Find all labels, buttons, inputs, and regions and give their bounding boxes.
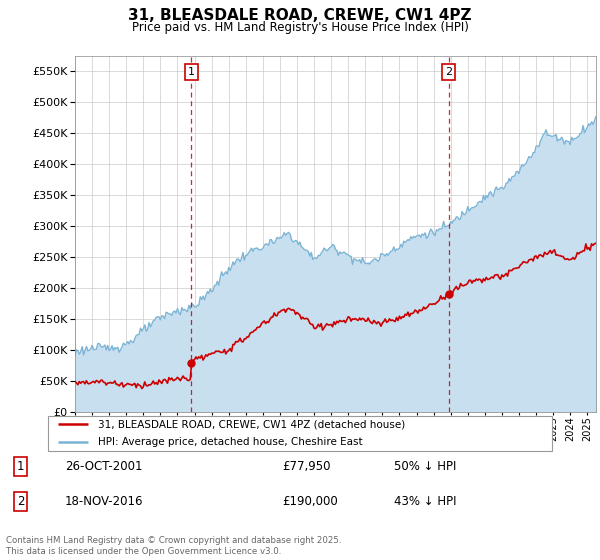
Text: £190,000: £190,000 xyxy=(283,495,338,508)
Text: 2: 2 xyxy=(445,67,452,77)
Text: Price paid vs. HM Land Registry's House Price Index (HPI): Price paid vs. HM Land Registry's House … xyxy=(131,21,469,34)
Text: 1: 1 xyxy=(188,67,195,77)
Text: 43% ↓ HPI: 43% ↓ HPI xyxy=(394,495,457,508)
Text: 31, BLEASDALE ROAD, CREWE, CW1 4PZ: 31, BLEASDALE ROAD, CREWE, CW1 4PZ xyxy=(128,8,472,24)
Text: 50% ↓ HPI: 50% ↓ HPI xyxy=(394,460,457,473)
FancyBboxPatch shape xyxy=(48,416,552,451)
Text: 1: 1 xyxy=(17,460,25,473)
Text: 2: 2 xyxy=(17,495,25,508)
Text: HPI: Average price, detached house, Cheshire East: HPI: Average price, detached house, Ches… xyxy=(98,437,363,447)
Text: 31, BLEASDALE ROAD, CREWE, CW1 4PZ (detached house): 31, BLEASDALE ROAD, CREWE, CW1 4PZ (deta… xyxy=(98,419,406,430)
Text: 26-OCT-2001: 26-OCT-2001 xyxy=(65,460,142,473)
Text: Contains HM Land Registry data © Crown copyright and database right 2025.
This d: Contains HM Land Registry data © Crown c… xyxy=(6,536,341,556)
Text: 18-NOV-2016: 18-NOV-2016 xyxy=(65,495,143,508)
Text: £77,950: £77,950 xyxy=(283,460,331,473)
